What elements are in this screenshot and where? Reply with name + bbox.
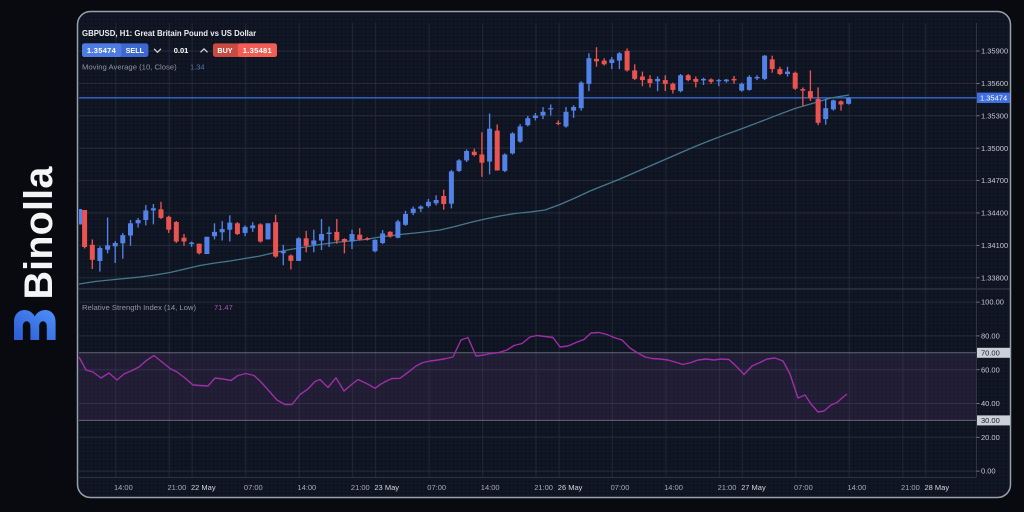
svg-text:100.00: 100.00 bbox=[981, 298, 1004, 307]
svg-text:1.35481: 1.35481 bbox=[243, 46, 272, 55]
svg-text:0.00: 0.00 bbox=[981, 467, 996, 476]
svg-text:22 May: 22 May bbox=[191, 483, 216, 492]
svg-text:70.00: 70.00 bbox=[981, 349, 1000, 358]
svg-text:28 May: 28 May bbox=[924, 483, 949, 492]
svg-text:27 May: 27 May bbox=[741, 483, 766, 492]
svg-text:1.35000: 1.35000 bbox=[981, 144, 1008, 153]
svg-text:1.35300: 1.35300 bbox=[981, 111, 1008, 120]
svg-text:21:00: 21:00 bbox=[351, 483, 370, 492]
svg-text:26 May: 26 May bbox=[558, 483, 583, 492]
svg-text:14:00: 14:00 bbox=[114, 483, 133, 492]
svg-text:07:00: 07:00 bbox=[427, 483, 446, 492]
svg-text:Moving Average (10, Close): Moving Average (10, Close) bbox=[82, 63, 177, 72]
svg-text:0.01: 0.01 bbox=[174, 46, 189, 55]
svg-text:1.35474: 1.35474 bbox=[980, 94, 1007, 103]
svg-text:1.35600: 1.35600 bbox=[981, 79, 1008, 88]
svg-text:21:00: 21:00 bbox=[718, 483, 737, 492]
svg-text:14:00: 14:00 bbox=[297, 483, 316, 492]
svg-text:1.34400: 1.34400 bbox=[981, 209, 1008, 218]
svg-text:23 May: 23 May bbox=[374, 483, 399, 492]
svg-text:SELL: SELL bbox=[126, 46, 145, 55]
svg-text:1.35900: 1.35900 bbox=[981, 47, 1008, 56]
svg-text:07:00: 07:00 bbox=[794, 483, 813, 492]
svg-text:07:00: 07:00 bbox=[244, 483, 263, 492]
svg-text:30.00: 30.00 bbox=[981, 416, 1000, 425]
svg-text:1.34: 1.34 bbox=[190, 63, 205, 72]
svg-text:40.00: 40.00 bbox=[981, 399, 1000, 408]
svg-text:BUY: BUY bbox=[217, 46, 232, 55]
svg-text:80.00: 80.00 bbox=[981, 332, 1000, 341]
svg-text:21:00: 21:00 bbox=[534, 483, 553, 492]
svg-text:1.34700: 1.34700 bbox=[981, 176, 1008, 185]
svg-text:1.35474: 1.35474 bbox=[87, 46, 117, 55]
svg-text:71.47: 71.47 bbox=[214, 303, 233, 312]
svg-text:14:00: 14:00 bbox=[664, 483, 683, 492]
svg-text:20.00: 20.00 bbox=[981, 433, 1000, 442]
svg-text:07:00: 07:00 bbox=[611, 483, 630, 492]
svg-text:14:00: 14:00 bbox=[848, 483, 867, 492]
svg-text:14:00: 14:00 bbox=[481, 483, 500, 492]
svg-text:21:00: 21:00 bbox=[168, 483, 187, 492]
svg-text:21:00: 21:00 bbox=[901, 483, 920, 492]
svg-text:60.00: 60.00 bbox=[981, 365, 1000, 374]
svg-text:1.34100: 1.34100 bbox=[981, 241, 1008, 250]
svg-text:Relative Strength Index (14, L: Relative Strength Index (14, Low) bbox=[82, 303, 197, 312]
svg-text:1.33800: 1.33800 bbox=[981, 273, 1008, 282]
svg-text:GBPUSD, H1: Great Britain Poun: GBPUSD, H1: Great Britain Pound vs US Do… bbox=[82, 29, 256, 38]
